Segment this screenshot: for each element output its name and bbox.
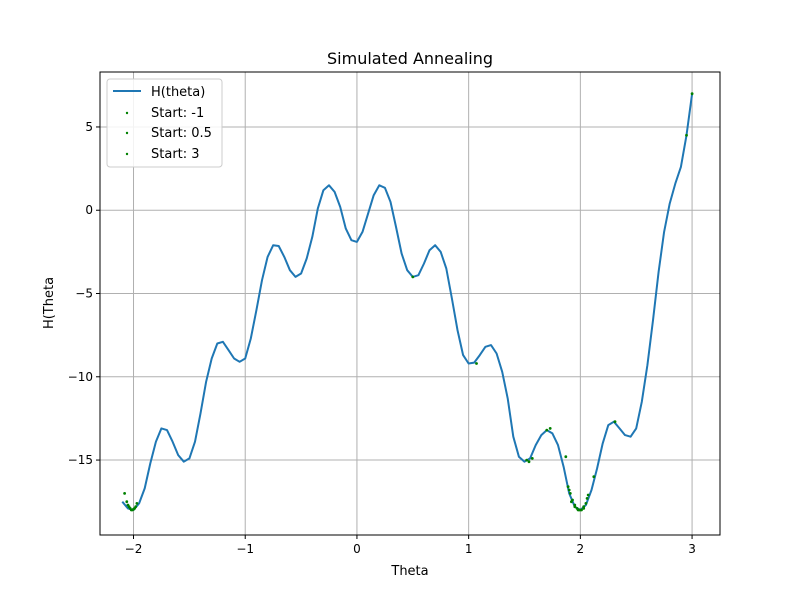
legend-marker-start-minus1 [125, 111, 129, 115]
point-start-3 [568, 492, 572, 495]
legend-marker-start-3 [125, 152, 129, 156]
point-start-3 [575, 507, 579, 510]
axis-ticks: −2 −1 0 1 2 3−15−10−505 [68, 120, 696, 556]
point-start-1 [123, 492, 126, 495]
point-start-1 [134, 505, 138, 509]
legend: H(theta) Start: -1 Start: 0.5 Start: 3 [106, 78, 223, 168]
point-start-3 [571, 498, 574, 502]
point-start-1 [125, 500, 129, 504]
h-theta-line [121, 93, 694, 511]
point-start-0-5 [527, 460, 531, 464]
y-tick-label: −10 [68, 370, 93, 384]
point-start-0-5 [475, 362, 478, 365]
y-tick-label: 0 [85, 203, 93, 217]
x-tick-label: 0 [353, 542, 361, 556]
y-axis-label: H(Theta [42, 277, 57, 329]
point-start-0-5 [585, 497, 589, 500]
point-start-0-5 [566, 485, 570, 489]
point-start-3 [690, 92, 694, 96]
point-start-1 [135, 502, 139, 505]
point-start-0-5 [411, 275, 415, 279]
grid-lines [100, 72, 720, 535]
chart-title: Simulated Annealing [327, 49, 493, 68]
point-start-0-5 [548, 427, 552, 430]
point-start-0-5 [530, 457, 534, 460]
y-tick-label: −5 [75, 287, 93, 301]
x-tick-label: 1 [465, 542, 473, 556]
point-start-3 [577, 508, 581, 512]
legend-box [106, 78, 223, 168]
legend-label-start-3: Start: 3 [151, 147, 200, 162]
x-tick-label: −2 [125, 542, 143, 556]
legend-marker-start-0-5 [125, 131, 129, 135]
legend-label-start-minus1: Start: -1 [151, 106, 204, 121]
x-axis-label: Theta [390, 564, 428, 579]
point-start-3 [584, 502, 588, 505]
x-tick-label: −1 [236, 542, 254, 556]
axes-frame [99, 71, 721, 536]
legend-label-h-theta: H(theta) [151, 85, 205, 100]
point-start-3 [592, 475, 596, 479]
legend-label-start-0-5: Start: 0.5 [151, 126, 212, 141]
point-start-3 [580, 508, 583, 512]
x-tick-label: 3 [688, 542, 696, 556]
point-start-3 [573, 503, 577, 507]
y-tick-label: 5 [85, 120, 93, 134]
point-start-3 [582, 507, 586, 510]
point-start-3 [685, 133, 688, 137]
point-start-0-5 [564, 455, 568, 459]
y-tick-label: −15 [68, 453, 93, 467]
x-tick-label: 2 [577, 542, 585, 556]
plot-area [121, 92, 694, 512]
point-start-3 [567, 488, 571, 492]
point-start-3 [613, 420, 617, 424]
point-start-0-5 [545, 428, 549, 432]
point-start-0-5 [525, 458, 529, 462]
point-start-3 [586, 493, 590, 497]
